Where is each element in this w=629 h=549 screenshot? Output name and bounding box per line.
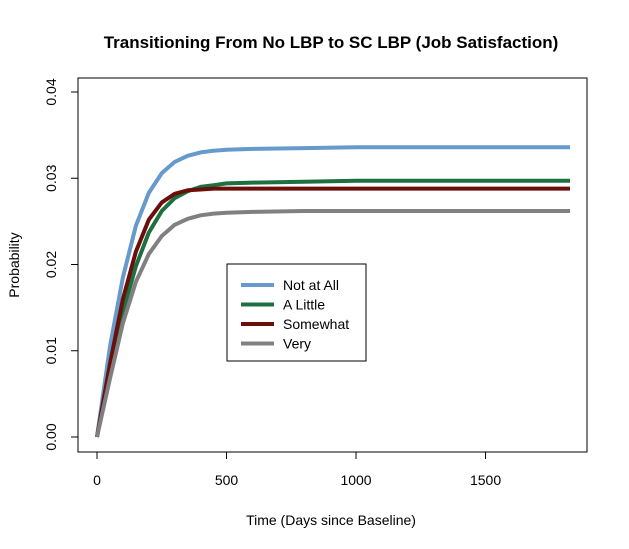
series-line-0	[95, 145, 570, 438]
x-tick-label: 0	[93, 472, 101, 488]
y-tick-label: 0.03	[43, 164, 59, 191]
y-axis: 0.00 0.01 0.02 0.03 0.04	[43, 78, 79, 451]
y-tick-label: 0.02	[43, 251, 59, 278]
legend-label: Somewhat	[283, 316, 349, 332]
x-tick-label: 500	[215, 472, 239, 488]
legend: Not at All A Little Somewhat Very	[226, 263, 367, 362]
series-line-1	[95, 178, 570, 438]
legend-label: Very	[283, 336, 311, 352]
x-tick-label: 1500	[470, 472, 501, 488]
y-tick-label: 0.04	[43, 78, 59, 105]
series-line-3	[95, 209, 570, 438]
y-tick-label: 0.01	[43, 337, 59, 364]
y-axis-label: Probability	[6, 232, 22, 297]
y-tick-label: 0.00	[43, 423, 59, 450]
series-layer	[95, 145, 570, 438]
x-axis: 0 500 1000 1500	[93, 451, 501, 488]
chart-title: Transitioning From No LBP to SC LBP (Job…	[104, 33, 559, 52]
x-tick-label: 1000	[340, 472, 371, 488]
series-line-2	[95, 186, 570, 438]
legend-label: A Little	[283, 297, 325, 313]
legend-label: Not at All	[283, 277, 339, 293]
x-axis-label: Time (Days since Baseline)	[246, 512, 416, 528]
